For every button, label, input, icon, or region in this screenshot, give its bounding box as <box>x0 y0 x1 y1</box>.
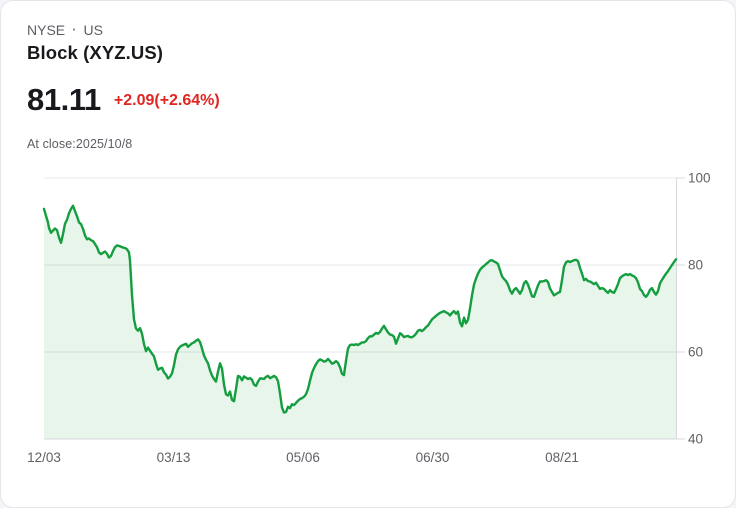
x-tick-label-12/03: 12/03 <box>27 450 61 465</box>
exchange-label: NYSE <box>27 22 66 38</box>
price-row: 81.11 +2.09(+2.64%) <box>27 82 220 118</box>
y-tick-label-100: 100 <box>688 171 711 186</box>
y-tick-label-40: 40 <box>688 432 703 447</box>
stock-title: Block (XYZ.US) <box>27 42 164 63</box>
x-tick-label-03/13: 03/13 <box>157 450 191 465</box>
x-tick-label-06/30: 06/30 <box>416 450 450 465</box>
dot-separator-icon: · <box>72 22 77 37</box>
price-area-fill <box>44 205 676 439</box>
close-info: At close:2025/10/8 <box>27 137 133 151</box>
x-tick-label-08/21: 08/21 <box>545 450 579 465</box>
price-change: +2.09(+2.64%) <box>113 92 220 109</box>
y-tick-label-60: 60 <box>688 345 703 360</box>
price-line <box>42 204 678 414</box>
market-row: NYSE · US <box>27 21 103 39</box>
x-tick-label-05/06: 05/06 <box>286 450 320 465</box>
price-value: 81.11 <box>27 82 101 117</box>
y-tick-label-80: 80 <box>688 258 703 273</box>
region-label: US <box>83 22 103 38</box>
